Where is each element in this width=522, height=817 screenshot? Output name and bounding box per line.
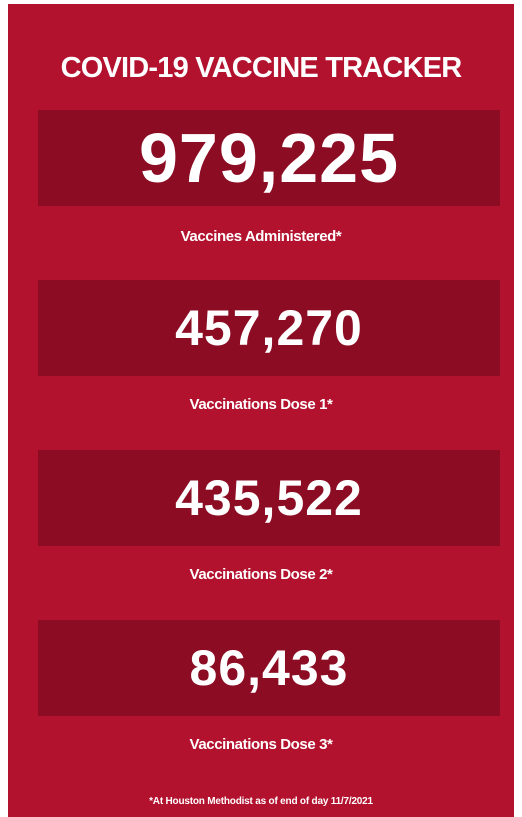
stat-label: Vaccines Administered*	[180, 228, 342, 245]
footnote: *At Houston Methodist as of end of day 1…	[149, 796, 373, 807]
tracker-panel: COVID-19 VACCINE TRACKER *At Houston Met…	[8, 4, 514, 817]
stat-label: Vaccinations Dose 1*	[189, 396, 333, 413]
stat-label: Vaccinations Dose 3*	[189, 736, 333, 753]
stat-box: 86,433	[38, 620, 500, 716]
stat-box: 435,522	[38, 450, 500, 546]
title: COVID-19 VACCINE TRACKER	[60, 52, 463, 84]
stat-box: 457,270	[38, 280, 500, 376]
stat-label: Vaccinations Dose 2*	[189, 566, 333, 583]
stat-box: 979,225	[38, 110, 500, 206]
